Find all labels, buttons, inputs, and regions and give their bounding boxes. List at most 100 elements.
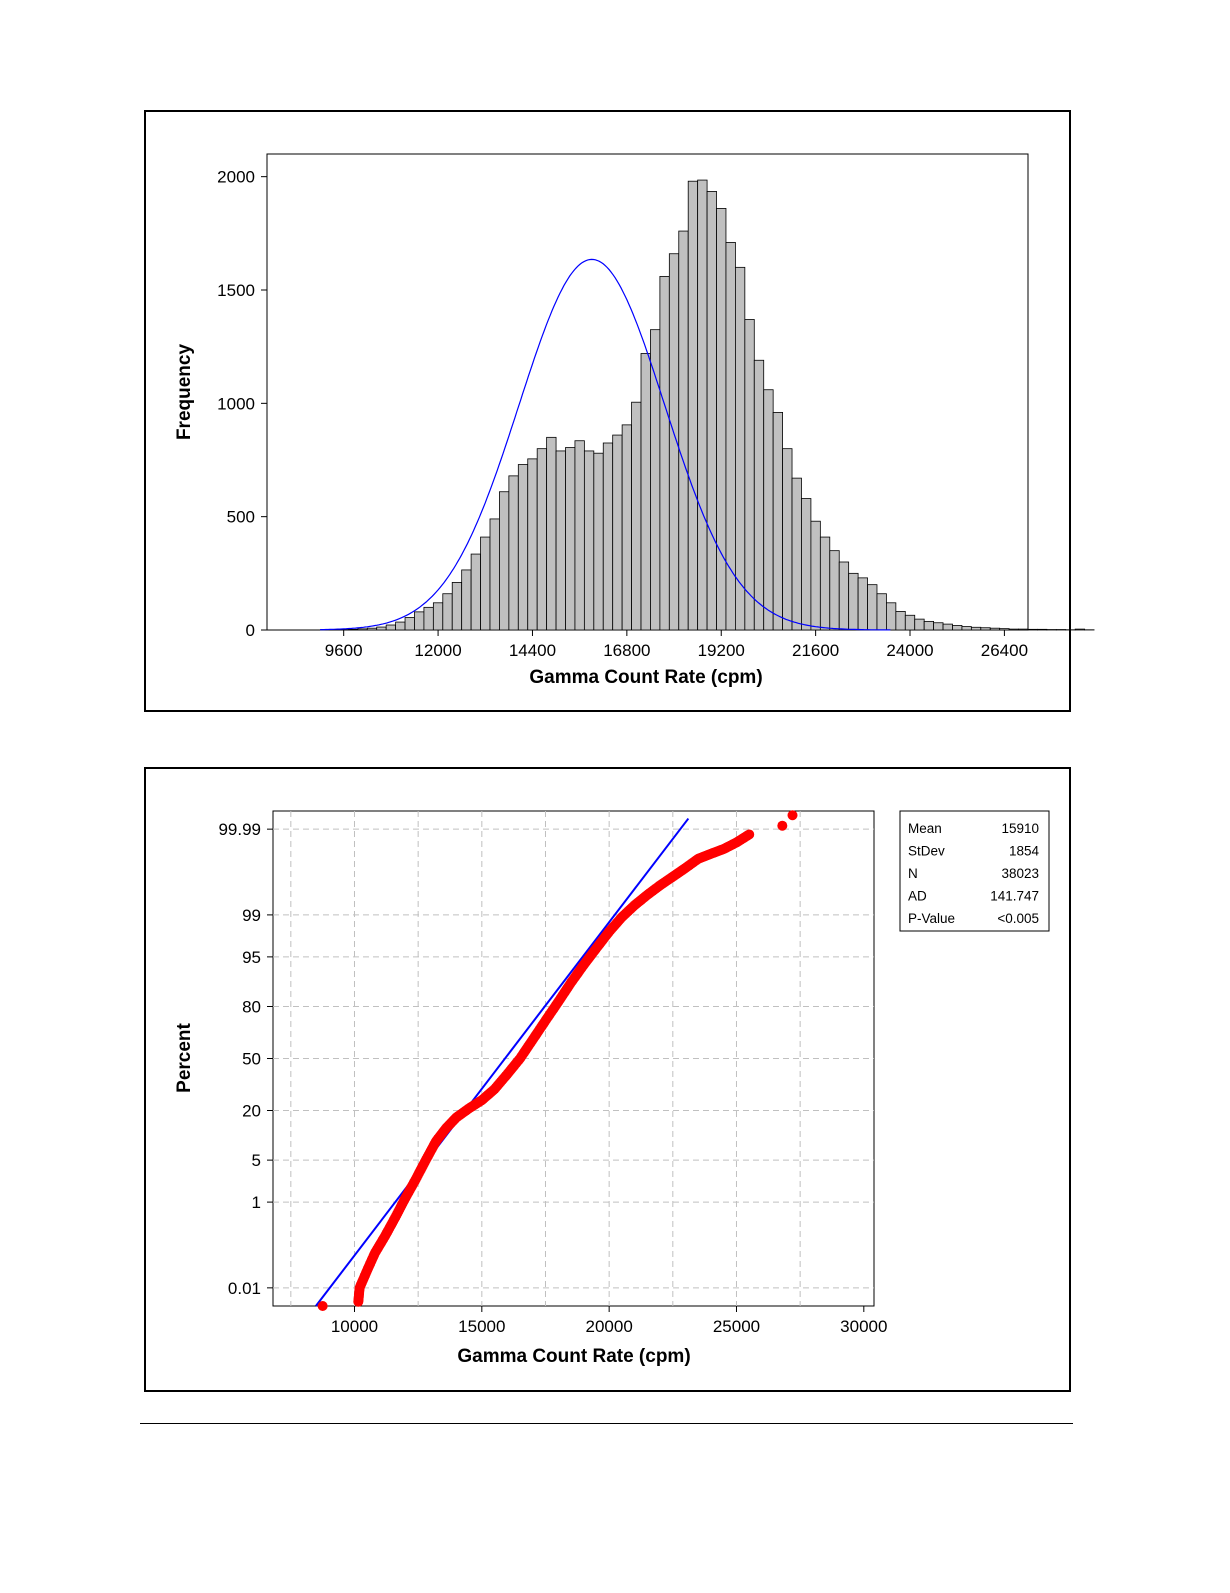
histogram-bar <box>744 319 755 631</box>
histogram-bar <box>876 593 887 631</box>
histogram-bar <box>461 569 472 631</box>
histogram-bar <box>782 448 793 631</box>
probability-y-axis-label: Percent <box>174 1022 195 1092</box>
histogram-bar <box>593 452 604 631</box>
histogram-bar <box>621 424 632 631</box>
histogram-bar <box>857 577 868 631</box>
histogram-bar <box>527 458 538 631</box>
stats-value: 141.747 <box>990 889 1039 904</box>
histogram-bar <box>583 450 595 631</box>
histogram-bar <box>678 230 689 631</box>
x-tick-label: 10000 <box>331 1317 378 1336</box>
histogram-bar <box>819 536 831 631</box>
histogram-bar <box>432 602 444 631</box>
histogram-bar <box>489 518 500 631</box>
x-tick-label: 25000 <box>713 1317 760 1336</box>
histogram-bar <box>1074 628 1086 631</box>
histogram-chart: 9600 12000 14400 16800 19200 21600 24000 26400 … <box>174 153 1095 688</box>
histogram-bar <box>470 553 481 631</box>
histogram-bar <box>1008 628 1019 631</box>
x-tick-label: 24000 <box>886 641 933 660</box>
histogram-bar <box>867 584 878 631</box>
histogram-bar <box>961 626 972 631</box>
histogram-x-axis-label: Gamma Count Rate (cpm) <box>529 667 762 688</box>
probability-point <box>317 1301 328 1311</box>
histogram-bar <box>385 624 397 631</box>
x-tick-label: 12000 <box>414 641 461 660</box>
y-tick-label: 0 <box>246 621 255 640</box>
histogram-bar <box>810 520 821 631</box>
histogram-bar <box>546 436 557 631</box>
stats-label: AD <box>908 889 927 904</box>
x-tick-label: 15000 <box>458 1317 505 1336</box>
histogram-bar <box>357 628 368 631</box>
probability-point <box>787 810 798 821</box>
y-tick-label: 5 <box>252 1151 261 1170</box>
histogram-panel: 9600 12000 14400 16800 19200 21600 24000 26400 … <box>144 110 1095 712</box>
x-tick-label: 19200 <box>698 641 745 660</box>
probability-point <box>777 820 788 831</box>
reference-line <box>315 817 690 1307</box>
x-tick-label: 20000 <box>586 1317 633 1336</box>
histogram-bar <box>1027 628 1038 631</box>
histogram-bar <box>414 611 425 631</box>
stats-legend-box <box>899 810 1050 932</box>
stats-value: <0.005 <box>997 911 1039 926</box>
histogram-bar <box>423 606 434 631</box>
histogram-bar <box>763 389 774 631</box>
stats-label: N <box>908 866 918 881</box>
histogram-bar <box>706 191 717 631</box>
stats-value: 1854 <box>1009 844 1040 859</box>
y-tick-label: 1000 <box>217 394 255 413</box>
histogram-bar <box>886 602 897 631</box>
footer-rule <box>140 1423 1073 1424</box>
histogram-bar <box>659 275 670 631</box>
histogram-bar <box>697 179 708 631</box>
y-tick-label: 20 <box>242 1102 261 1121</box>
histogram-bar <box>923 620 935 631</box>
histogram-bar <box>734 266 746 631</box>
histogram-bar <box>366 627 378 631</box>
normal-fit-curve <box>320 258 891 631</box>
histogram-bar <box>1037 628 1048 631</box>
histogram-bar <box>555 450 566 631</box>
stats-label: StDev <box>908 844 945 859</box>
histogram-bar <box>725 241 736 631</box>
probability-plot-chart: 10000 15000 20000 25000 30000 0.01 1 5 20 50 80 95… <box>174 810 1050 1367</box>
histogram-bar <box>904 614 916 631</box>
histogram-bar <box>536 448 548 631</box>
histogram-bar <box>895 611 906 631</box>
y-tick-label: 99.99 <box>218 820 261 839</box>
histogram-bar <box>442 593 453 631</box>
histogram-bar <box>602 442 614 631</box>
stats-label: P-Value <box>908 911 955 926</box>
histogram-bar <box>565 447 576 631</box>
histogram-bar <box>914 618 925 631</box>
histogram-bar <box>395 621 406 631</box>
x-tick-label: 9600 <box>325 641 363 660</box>
histogram-bar <box>753 359 765 631</box>
stats-legend: Mean 15910 StDev 1854 N 38023 AD 141.747 P-Value… <box>899 810 1050 932</box>
y-tick-label: 0.01 <box>228 1279 261 1298</box>
probability-point <box>744 829 755 840</box>
histogram-bar <box>848 572 859 631</box>
histogram-bar <box>933 622 944 631</box>
histogram-bar <box>970 626 982 631</box>
x-tick-label: 21600 <box>792 641 839 660</box>
histogram-bar <box>640 353 651 631</box>
histogram-bar <box>499 491 510 631</box>
x-tick-label: 16800 <box>603 641 650 660</box>
histogram-bar <box>508 475 519 631</box>
y-tick-label: 500 <box>227 508 255 527</box>
histogram-bar <box>980 627 991 631</box>
histogram-bar <box>348 628 359 631</box>
histogram-bar <box>989 627 1001 631</box>
x-tick-label: 14400 <box>509 641 556 660</box>
stats-value: 38023 <box>1001 866 1039 881</box>
x-tick-label: 30000 <box>840 1317 887 1336</box>
x-tick-label: 26400 <box>981 641 1028 660</box>
histogram-bar <box>999 628 1010 631</box>
probability-x-axis-label: Gamma Count Rate (cpm) <box>457 1346 690 1367</box>
y-tick-label: 50 <box>242 1050 261 1069</box>
histogram-bar <box>451 581 463 631</box>
